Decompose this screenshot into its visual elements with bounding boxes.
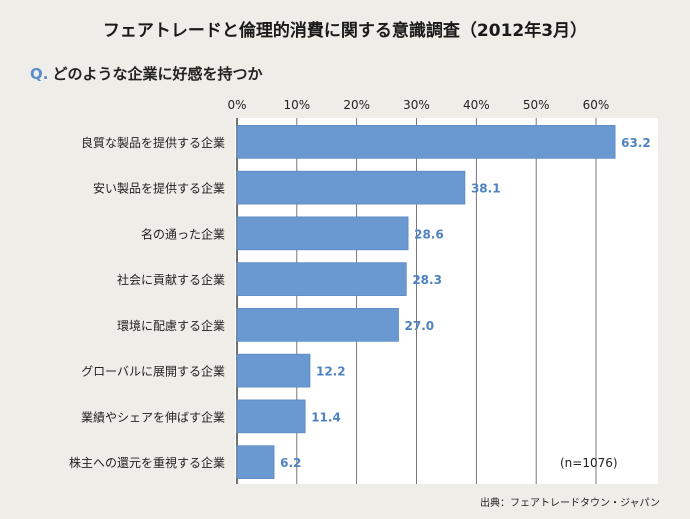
- value-label: 12.2: [316, 365, 346, 379]
- value-label: 38.1: [471, 182, 501, 196]
- value-label: 28.3: [412, 273, 442, 287]
- x-tick-label: 30%: [403, 98, 430, 112]
- question-prefix: Q.: [30, 65, 49, 83]
- category-label: 社会に貢献する企業: [117, 272, 225, 287]
- value-label: 11.4: [311, 410, 341, 424]
- category-label: 安い製品を提供する企業: [93, 181, 225, 196]
- chart-title: フェアトレードと倫理的消費に関する意識調査（2012年3月）: [102, 21, 588, 41]
- bar: [236, 170, 466, 205]
- sample-size-note: (n=1076): [560, 456, 618, 470]
- bar: [236, 353, 311, 388]
- x-tick-label: 20%: [343, 98, 370, 112]
- value-label: 6.2: [280, 456, 301, 470]
- category-label: グローバルに展開する企業: [81, 364, 225, 379]
- value-label: 27.0: [405, 319, 435, 333]
- x-tick-label: 60%: [583, 98, 610, 112]
- value-label: 28.6: [414, 227, 444, 241]
- category-label: 環境に配慮する企業: [117, 318, 225, 333]
- x-tick-label: 40%: [463, 98, 490, 112]
- x-tick-label: 50%: [523, 98, 550, 112]
- bar: [236, 399, 306, 434]
- category-label: 名の通った企業: [141, 226, 225, 241]
- source-credit: 出典：フェアトレードタウン・ジャパン: [480, 498, 660, 509]
- question-text: どのような企業に好感を持つか: [52, 65, 263, 83]
- value-label: 63.2: [621, 136, 651, 150]
- bar: [236, 445, 275, 479]
- category-label: 株主への還元を重視する企業: [69, 455, 225, 470]
- bar: [236, 216, 409, 251]
- category-label: 良質な製品を提供する企業: [81, 135, 225, 150]
- x-tick-label: 10%: [283, 98, 310, 112]
- question-heading: Q. どのような企業に好感を持つか: [30, 63, 262, 84]
- bar: [236, 308, 399, 342]
- bar: [236, 262, 407, 296]
- bar: [236, 125, 616, 159]
- category-label: 業績やシェアを伸ばす企業: [81, 409, 225, 424]
- x-tick-label: 0%: [227, 98, 246, 112]
